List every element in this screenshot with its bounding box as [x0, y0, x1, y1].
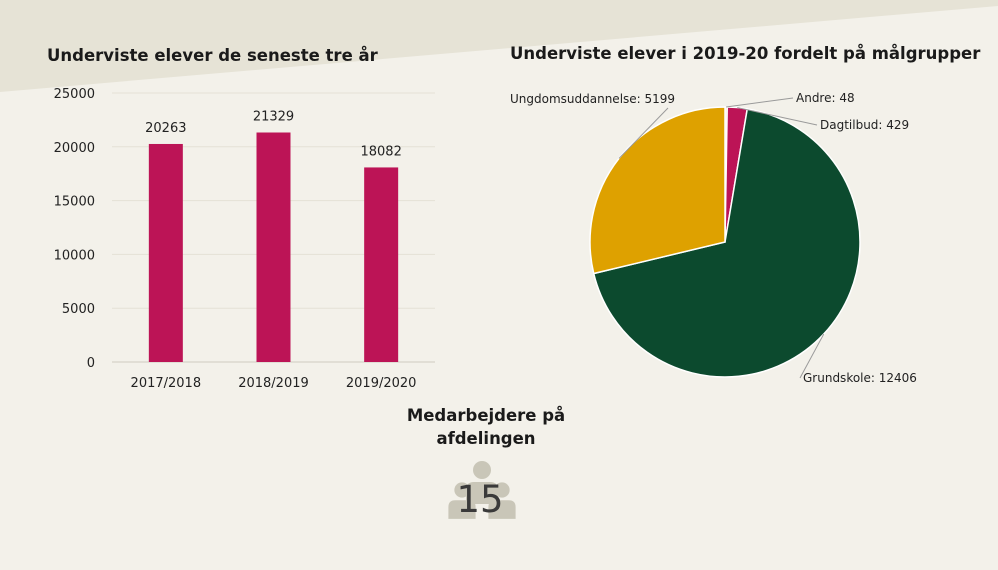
bar-data-label: 18082: [360, 144, 401, 159]
bar-x-tick-label: 2017/2018: [131, 376, 202, 391]
person-body: [448, 500, 476, 519]
staff-title: Medarbejdere på afdelingen: [406, 406, 566, 448]
header-banner: [0, 0, 998, 92]
bar-y-tick-label: 10000: [54, 248, 95, 263]
bar-chart: 0 5000 10000 15000 20000 25000 20263 2017/2018 2…: [54, 87, 435, 391]
person-head: [454, 482, 470, 498]
bar-y-tick-label: 20000: [54, 141, 95, 156]
bar-y-tick-label: 0: [87, 356, 95, 371]
pie-data-label: Dagtilbud: 429: [820, 118, 909, 132]
bar: [148, 143, 183, 362]
bar-data-label: 20263: [145, 121, 186, 136]
person-head: [494, 482, 510, 498]
pie-slice: [589, 106, 726, 275]
pie-leader-line: [799, 333, 825, 379]
staff-count: 15: [456, 478, 504, 521]
pie-data-label: Andre: 48: [796, 91, 855, 105]
bar-chart-title: Underviste elever de seneste tre år: [47, 46, 378, 65]
pie-data-label: Grundskole: 12406: [803, 371, 917, 385]
bar-y-tick-label: 15000: [54, 195, 95, 210]
people-group-icon: [448, 461, 516, 519]
bar-y-tick-label: 5000: [62, 302, 95, 317]
person-head: [473, 461, 491, 479]
bar: [364, 167, 399, 362]
pie-leader-line: [618, 107, 669, 159]
pie-leader-line: [737, 107, 818, 126]
bar-y-tick-label: 25000: [54, 87, 95, 102]
bar-data-label: 21329: [253, 109, 294, 124]
person-body: [466, 482, 498, 504]
bar: [256, 132, 291, 362]
pie-leader-line: [726, 97, 794, 108]
person-body: [488, 500, 516, 519]
pie-chart: Andre: 48 Dagtilbud: 429 Grundskole: 12406…: [510, 91, 917, 385]
pie-chart-title: Underviste elever i 2019-20 fordelt på m…: [510, 44, 981, 63]
pie-data-label: Ungdomsuddannelse: 5199: [510, 92, 675, 106]
bar-x-tick-label: 2019/2020: [346, 376, 417, 391]
bar-x-tick-label: 2018/2019: [238, 376, 309, 391]
pie-slice: [592, 107, 861, 378]
